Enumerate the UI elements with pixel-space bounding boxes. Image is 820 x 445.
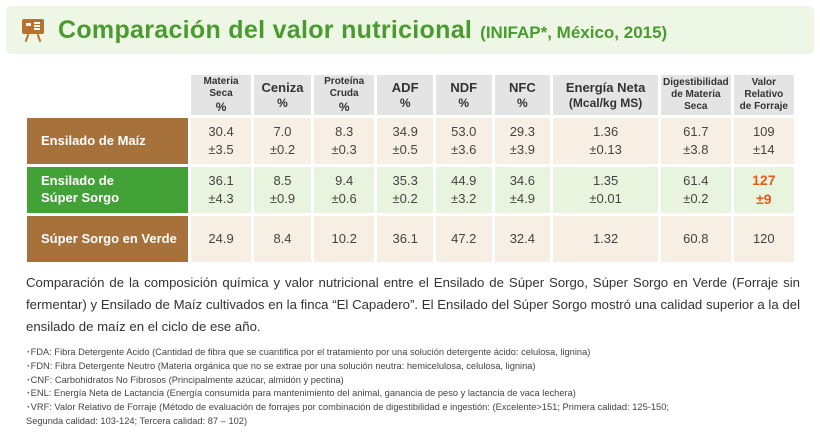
table-header-row: Materia Seca% Ceniza% Proteína Cruda% AD…: [27, 75, 794, 115]
footnote-cnf: ･CNF: Carbohidratos No Fibrosos (Princip…: [26, 374, 344, 385]
table-cell: 53.0 ±3.6: [435, 118, 492, 164]
chalkboard-icon: [20, 17, 46, 43]
header-blank: [27, 75, 188, 115]
footnote-enl: ･ENL: Energía Neta de Lactancia (Energía…: [26, 388, 576, 399]
table-cell: 61.7 ±3.8: [661, 118, 731, 164]
table-cell: 30.4 ±3.5: [191, 118, 252, 164]
table-cell: 109 ±14: [733, 118, 794, 164]
header-adf: ADF%: [377, 75, 433, 115]
table-cell: 34.6 ±4.9: [494, 167, 551, 213]
table-cell: 9.4 ±0.6: [313, 167, 375, 213]
table-cell: 1.32: [553, 216, 659, 262]
table-cell: 36.1: [377, 216, 433, 262]
table-cell: 47.2: [435, 216, 492, 262]
table-row: Ensilado de Maíz 30.4 ±3.5 7.0 ±0.2 8.3 ±0.…: [27, 118, 794, 164]
header-digestibilidad: Digestibilidad de Materia Seca: [661, 75, 731, 115]
table-cell: 29.3 ±3.9: [494, 118, 551, 164]
page-title: Comparación del valor nutricional: [58, 15, 473, 44]
table-cell: 44.9 ±3.2: [435, 167, 492, 213]
footnote-fda: ･FDA: Fibra Detergente Acido (Cantidad d…: [26, 347, 591, 357]
title-bar: Comparación del valor nutricional (INIFA…: [6, 6, 814, 54]
header-proteina-cruda: Proteína Cruda%: [313, 75, 375, 115]
header-ndf: NDF%: [435, 75, 492, 115]
header-valor-relativo: Valor Relativo de Forraje: [733, 75, 794, 115]
header-materia-seca: Materia Seca%: [191, 75, 252, 115]
description-paragraph: Comparación de la composición química y …: [26, 275, 800, 334]
table-cell: 24.9: [191, 216, 252, 262]
footnote-vrf: ･VRF: Valor Relativo de Forraje (Método …: [26, 402, 669, 413]
table-cell: 7.0 ±0.2: [254, 118, 311, 164]
table-row: Ensilado de Súper Sorgo 36.1 ±4.3 8.5 ±0.9 …: [27, 167, 794, 213]
table-cell: 60.8: [661, 216, 731, 262]
table-cell: 32.4: [494, 216, 551, 262]
row-label-super-sorgo-verde: Súper Sorgo en Verde: [27, 216, 189, 262]
row-label-ensilado-maiz: Ensilado de Maíz: [27, 118, 189, 164]
table-row: Súper Sorgo en Verde 24.9 8.4 10.2 36.1 …: [27, 216, 794, 262]
row-label-ensilado-super-sorgo: Ensilado de Súper Sorgo: [27, 167, 189, 213]
table-cell: 10.2: [313, 216, 375, 262]
table-cell: 8.4: [254, 216, 311, 262]
table-cell: 120: [733, 216, 794, 262]
table-cell: 36.1 ±4.3: [191, 167, 252, 213]
footnote-fdn: ･FDN: Fibra Detergente Neutro (Materia o…: [26, 360, 536, 371]
table-cell: 1.35 ±0.01: [553, 167, 659, 213]
header-ceniza: Ceniza%: [254, 75, 311, 115]
footnotes: ･FDA: Fibra Detergente Acido (Cantidad d…: [26, 346, 802, 429]
nutrition-table: Materia Seca% Ceniza% Proteína Cruda% AD…: [24, 72, 797, 265]
table-cell: 1.36 ±0.13: [553, 118, 659, 164]
header-nfc: NFC%: [494, 75, 551, 115]
table-cell: 34.9 ±0.5: [377, 118, 433, 164]
header-energia-neta: Energía Neta (Mcal/kg MS): [553, 75, 659, 115]
page-subtitle: (INIFAP*, México, 2015): [480, 22, 668, 42]
table-cell: 61.4 ±0.2: [661, 167, 731, 213]
table-cell: 35.3 ±0.2: [377, 167, 433, 213]
footnote-vrf-cont: Segunda calidad: 103-124; Tercera calida…: [26, 415, 248, 426]
highlight-cell-valor-relativo: 127 ±9: [733, 167, 794, 213]
table-cell: 8.3 ±0.3: [313, 118, 375, 164]
table-cell: 8.5 ±0.9: [254, 167, 311, 213]
